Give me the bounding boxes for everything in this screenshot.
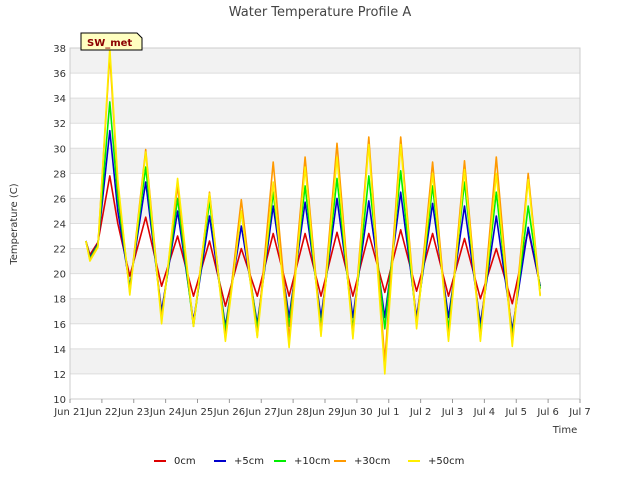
y-tick-label: 32: [53, 119, 66, 130]
y-tick-label: 34: [53, 94, 66, 105]
y-tick-label: 18: [53, 295, 66, 306]
badge-box: [80, 32, 143, 51]
x-tick-label: Jul 4: [473, 407, 496, 418]
x-tick-label: Jun 21: [53, 407, 86, 418]
legend-label: +10cm: [294, 456, 330, 467]
x-tick-label: Jun 29: [308, 407, 341, 418]
x-tick-label: Jun 28: [276, 407, 309, 418]
x-axis-title: Time: [552, 425, 577, 436]
y-tick-label: 14: [53, 345, 66, 356]
x-tick-label: Jun 22: [85, 407, 118, 418]
x-tick-label: Jul 3: [441, 407, 464, 418]
x-tick-label: Jul 2: [409, 407, 432, 418]
y-tick-label: 24: [53, 220, 66, 231]
y-tick-label: 20: [53, 270, 66, 281]
site-badge: SW_met: [80, 32, 143, 51]
background-band: [70, 48, 580, 74]
y-tick-label: 36: [53, 69, 66, 80]
y-tick-label: 22: [53, 245, 66, 256]
background-band: [70, 98, 580, 124]
x-tick-label: Jun 24: [149, 407, 182, 418]
x-tick-label: Jul 7: [568, 407, 591, 418]
series-line-50cm: [85, 47, 541, 375]
y-axis: 10 12 14 16 18 20 22 24 26 28 30 32 34 36 38: [53, 44, 66, 406]
y-tick-label: 12: [53, 370, 66, 381]
y-tick-label: 10: [53, 395, 66, 406]
x-tick-label: Jun 26: [213, 407, 246, 418]
y-tick-label: 28: [53, 169, 66, 180]
legend-label: +30cm: [354, 456, 390, 467]
series-group: [85, 47, 541, 375]
legend: 0cm +5cm +10cm +30cm +50cm: [154, 456, 464, 467]
y-axis-title: Temperature (C): [9, 183, 20, 265]
badge-label: SW_met: [87, 38, 132, 49]
y-tick-label: 26: [53, 194, 66, 205]
background-band: [70, 298, 580, 324]
x-axis: Jun 21 Jun 22 Jun 23 Jun 24 Jun 25 Jun 26 Jun …: [53, 399, 591, 418]
y-tick-label: 30: [53, 144, 66, 155]
x-tick-label: Jul 5: [504, 407, 527, 418]
y-tick-label: 16: [53, 320, 66, 331]
legend-label: +5cm: [234, 456, 264, 467]
background-band: [70, 348, 580, 374]
legend-label: +50cm: [428, 456, 464, 467]
chart-title: Water Temperature Profile A: [229, 5, 412, 20]
x-tick-label: Jun 27: [244, 407, 277, 418]
x-tick-label: Jun 30: [340, 407, 373, 418]
y-tick-label: 38: [53, 44, 66, 55]
x-tick-label: Jun 25: [181, 407, 214, 418]
legend-label: 0cm: [174, 456, 196, 467]
x-tick-label: Jul 6: [536, 407, 559, 418]
x-tick-label: Jun 23: [117, 407, 150, 418]
x-tick-label: Jul 1: [377, 407, 400, 418]
background-bands: [70, 48, 580, 374]
